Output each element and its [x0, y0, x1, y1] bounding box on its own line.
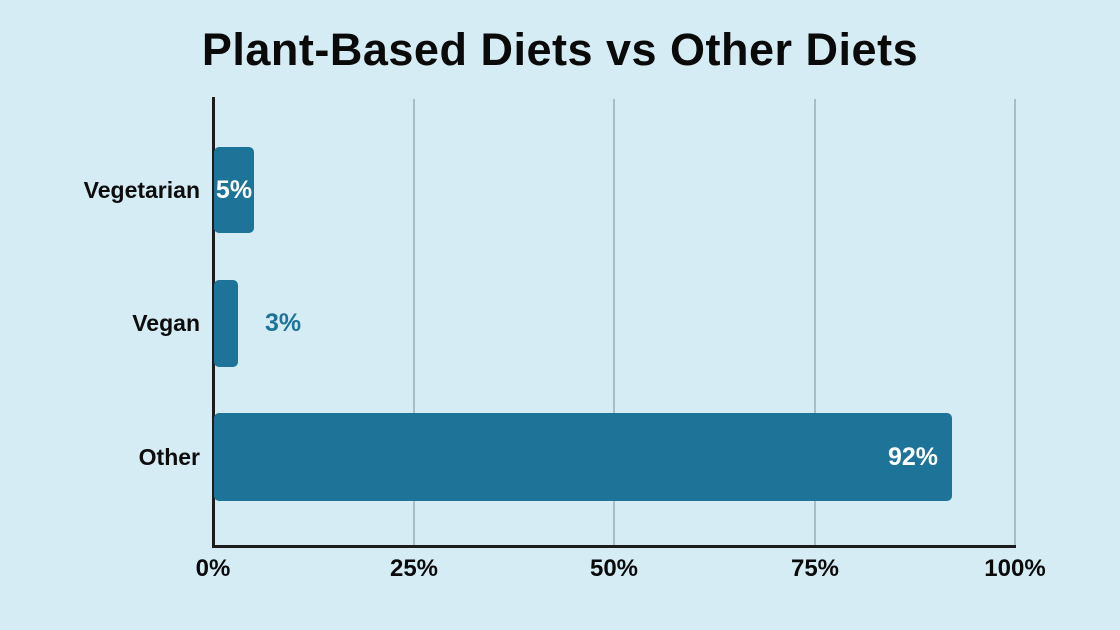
- x-tick-label-75: 75%: [790, 555, 840, 582]
- x-tick-label-25: 25%: [389, 555, 439, 582]
- bar-value-label-other: 92%: [887, 442, 938, 471]
- bar-other: 92%: [214, 413, 952, 501]
- x-tick-label-0: 0%: [195, 555, 231, 582]
- x-tick-label-50: 50%: [589, 555, 639, 582]
- category-label-vegetarian: Vegetarian: [83, 177, 200, 203]
- chart-title: Plant-Based Diets vs Other Diets: [201, 24, 919, 75]
- category-label-vegan: Vegan: [132, 310, 200, 336]
- bar-vegan: [214, 280, 238, 367]
- gridline-100: [1014, 99, 1016, 545]
- category-label-other: Other: [138, 444, 200, 470]
- gridline-25: [413, 99, 415, 545]
- y-axis-line: [212, 97, 215, 547]
- plot-area: 5% 3% 92%: [212, 97, 1016, 548]
- bar-vegetarian: 5%: [214, 147, 254, 233]
- x-axis-line: [212, 545, 1016, 548]
- x-tick-label-100: 100%: [984, 555, 1046, 582]
- bar-value-label-vegetarian: 5%: [215, 175, 253, 204]
- gridline-75: [814, 99, 816, 545]
- bar-value-label-vegan: 3%: [265, 309, 302, 337]
- gridline-50: [613, 99, 615, 545]
